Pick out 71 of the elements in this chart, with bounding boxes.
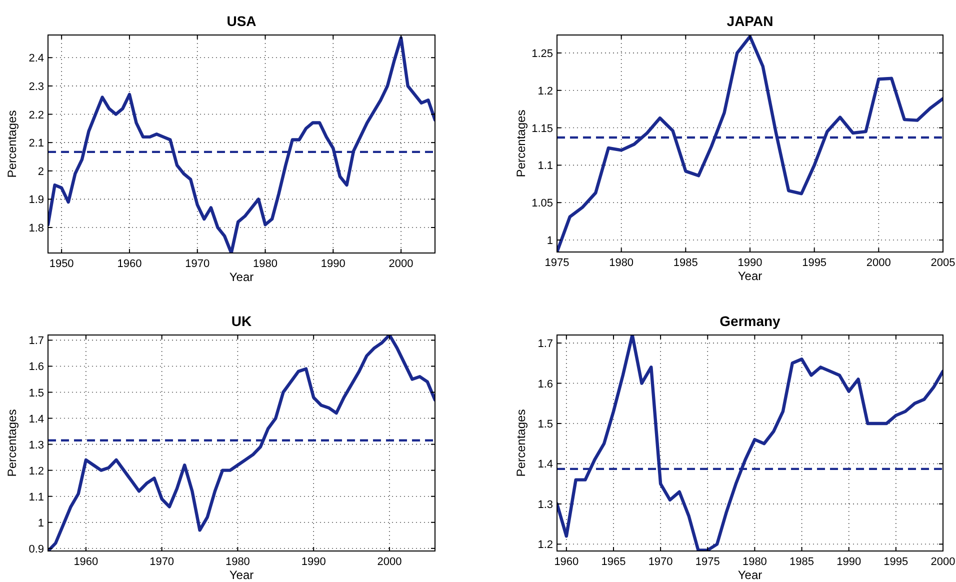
x-axis-title: Year xyxy=(229,568,254,582)
y-tick-label: 1.15 xyxy=(532,122,553,135)
y-tick-label: 2 xyxy=(38,166,44,178)
x-tick-label: 2000 xyxy=(866,257,891,269)
x-tick-label: 1995 xyxy=(802,257,827,269)
x-tick-label: 1990 xyxy=(738,257,762,269)
y-tick-label: 1.25 xyxy=(532,48,553,60)
chart-title: JAPAN xyxy=(726,13,774,29)
y-tick-label: 1.05 xyxy=(532,198,553,210)
y-tick-label: 1.3 xyxy=(28,439,44,452)
x-tick-label: 1990 xyxy=(836,556,862,568)
y-tick-label: 2.1 xyxy=(28,138,44,150)
x-tick-label: 1960 xyxy=(554,556,579,568)
x-tick-label: 1980 xyxy=(609,257,634,269)
chart-title: UK xyxy=(231,313,252,329)
y-tick-label: 1.5 xyxy=(28,387,44,400)
y-tick-label: 1.7 xyxy=(538,338,553,350)
x-tick-label: 2000 xyxy=(388,258,414,270)
y-axis-title: Percentages xyxy=(514,409,528,477)
x-tick-label: 1980 xyxy=(742,556,767,568)
x-tick-label: 1965 xyxy=(601,556,626,568)
y-tick-label: 0.9 xyxy=(28,543,44,556)
line-series xyxy=(557,35,943,252)
x-axis-title: Year xyxy=(229,270,254,284)
x-tick-label: 1970 xyxy=(648,556,673,568)
x-tick-label: 1985 xyxy=(790,556,814,568)
y-tick-label: 1.2 xyxy=(28,465,44,478)
y-axis-title: Percentages xyxy=(5,110,19,178)
line-series xyxy=(557,335,943,551)
y-tick-label: 1.4 xyxy=(538,458,553,471)
y-tick-label: 2.4 xyxy=(28,52,44,65)
y-tick-label: 1.8 xyxy=(28,222,44,235)
y-tick-label: 1.4 xyxy=(28,413,44,426)
line-series xyxy=(48,36,435,253)
y-tick-label: 1.7 xyxy=(28,335,44,348)
x-tick-label: 1990 xyxy=(320,258,346,270)
chart-title: Germany xyxy=(720,313,781,329)
x-tick-label: 2005 xyxy=(930,257,956,269)
x-tick-label: 1950 xyxy=(49,258,74,270)
x-tick-label: 1975 xyxy=(544,257,570,269)
x-tick-label: 1990 xyxy=(301,556,326,568)
chart-title: USA xyxy=(226,13,256,29)
y-tick-label: 1.2 xyxy=(538,85,553,98)
y-tick-label: 1.5 xyxy=(538,418,553,430)
x-tick-label: 1970 xyxy=(150,556,174,568)
y-tick-label: 1.1 xyxy=(538,160,553,172)
y-tick-label: 1.3 xyxy=(538,498,553,511)
y-axis-title: Percentages xyxy=(5,409,19,477)
x-tick-label: 1970 xyxy=(185,258,210,270)
y-tick-label: 1 xyxy=(38,517,44,530)
y-tick-label: 2.2 xyxy=(28,109,44,122)
x-tick-label: 1980 xyxy=(225,556,250,568)
x-tick-label: 1975 xyxy=(695,556,720,568)
line-series xyxy=(48,335,435,551)
x-tick-label: 1985 xyxy=(673,257,698,269)
x-tick-label: 1960 xyxy=(117,258,142,270)
y-tick-label: 1.2 xyxy=(538,539,553,552)
x-axis-title: Year xyxy=(738,269,762,283)
y-tick-label: 2.3 xyxy=(28,80,44,93)
x-tick-label: 1995 xyxy=(884,556,908,568)
x-axis-title: Year xyxy=(738,568,762,582)
x-tick-label: 2000 xyxy=(930,556,956,568)
y-axis-title: Percentages xyxy=(514,110,528,178)
y-tick-label: 1.1 xyxy=(28,491,44,504)
y-tick-label: 1.6 xyxy=(28,361,44,374)
y-tick-label: 1.6 xyxy=(538,378,553,390)
x-tick-label: 1960 xyxy=(74,556,98,568)
y-tick-label: 1 xyxy=(546,235,553,248)
y-tick-label: 1.9 xyxy=(28,194,44,206)
x-tick-label: 2000 xyxy=(377,556,402,568)
x-tick-label: 1980 xyxy=(253,258,278,270)
